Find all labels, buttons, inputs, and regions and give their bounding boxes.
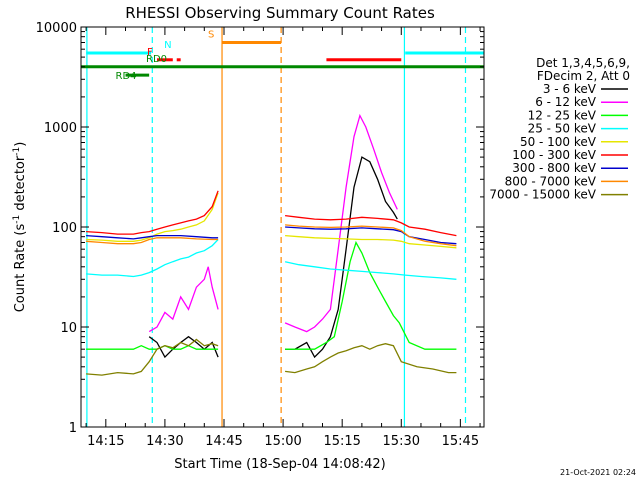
- state-label-n: N: [164, 40, 171, 51]
- legend-label-6: 300 - 800 keV: [512, 161, 596, 175]
- x-tick-label-2: 14:45: [205, 434, 242, 449]
- x-tick-label-4: 15:15: [323, 434, 360, 449]
- y-label-sup-2: -1: [12, 147, 22, 156]
- x-tick-label-5: 15:30: [383, 434, 420, 449]
- state-label-s: S: [208, 29, 214, 40]
- x-axis-label: Start Time (18-Sep-04 14:08:42): [174, 457, 385, 472]
- series-7-segment-0: [86, 237, 219, 245]
- y-tick-label-4: 10000: [36, 21, 77, 36]
- x-tick-label-3: 15:00: [264, 434, 301, 449]
- state-label-f: F: [147, 47, 153, 58]
- series-1-segment-1: [284, 113, 398, 333]
- state-label-rd0: RD0: [146, 54, 167, 65]
- timestamp: 21-Oct-2021 02:24: [560, 468, 636, 477]
- legend-label-1: 6 - 12 keV: [535, 95, 597, 109]
- legend-label-7: 800 - 7000 keV: [505, 174, 597, 188]
- y-axis-label: Count Rate (s-1 detector-1): [12, 142, 28, 313]
- series-1-segment-0: [148, 266, 219, 333]
- legend-label-8: 7000 - 15000 keV: [489, 188, 596, 202]
- y-label-sup-1: -1: [12, 215, 22, 224]
- series-0-segment-1: [285, 156, 398, 359]
- legend-label-5: 100 - 300 keV: [512, 148, 596, 162]
- legend-label-4: 50 - 100 keV: [520, 135, 597, 149]
- x-tick-label-0: 14:15: [87, 434, 124, 449]
- y-tick-label-2: 100: [52, 221, 77, 236]
- x-tick-label-6: 15:45: [442, 434, 479, 449]
- legend-label-3: 25 - 50 keV: [528, 122, 597, 136]
- x-tick-label-1: 14:30: [146, 434, 183, 449]
- legend-header-line-2: FDecim 2, Att 0: [537, 69, 630, 83]
- legend: Det 1,3,4,5,6,9, FDecim 2, Att 0 3 - 6 k…: [489, 56, 630, 202]
- y-tick-label-1: 10: [60, 321, 77, 336]
- series-3-segment-0: [86, 239, 219, 278]
- y-label-part-1: Count Rate (s: [13, 224, 28, 313]
- legend-label-2: 12 - 25 keV: [528, 108, 597, 122]
- series-5-segment-0: [86, 190, 219, 235]
- legend-header-line-1: Det 1,3,4,5,6,9,: [536, 56, 630, 70]
- series-2-segment-1: [285, 240, 457, 350]
- y-tick-label-3: 1000: [44, 121, 77, 136]
- axes: 14:15 14:30 14:45 15:00 15:15 15:30 15:45 1 10 10…: [36, 21, 484, 449]
- series-3-segment-1: [284, 261, 457, 280]
- series-7-segment-1: [285, 224, 457, 247]
- series-6-segment-1: [285, 226, 457, 245]
- series-8-segment-1: [285, 343, 457, 374]
- state-label-rd4: RD4: [116, 71, 137, 82]
- series-0-segment-0: [148, 335, 219, 359]
- series-8-segment-0: [86, 338, 219, 376]
- y-tick-label-0: 1: [69, 421, 77, 436]
- y-label-part-2: detector: [13, 155, 28, 215]
- series-6-segment-0: [86, 234, 219, 240]
- series-4-segment-0: [86, 192, 219, 242]
- chart-title: RHESSI Observing Summary Count Rates: [125, 4, 435, 22]
- y-label-part-3: ): [13, 142, 28, 147]
- series-5-segment-1: [285, 214, 457, 237]
- series-4-segment-1: [285, 234, 457, 249]
- legend-label-0: 3 - 6 keV: [543, 82, 597, 96]
